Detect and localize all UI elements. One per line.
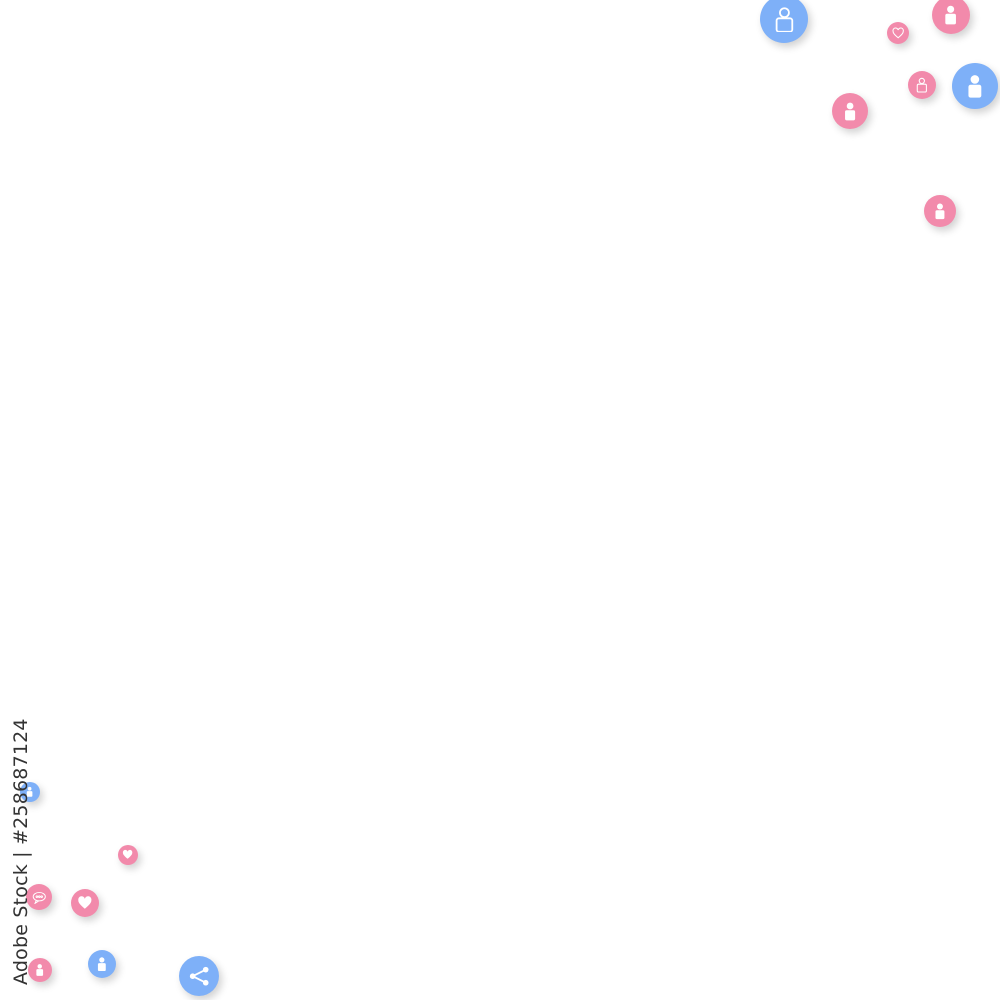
chat-icon [26,884,52,910]
user-outline-bubble [908,71,936,99]
user-bubble [88,950,116,978]
user-icon [932,0,970,34]
user-icon [20,782,40,802]
user-icon [88,950,116,978]
heart-icon [71,889,99,917]
heart-outline-bubble [887,22,909,44]
user-bubble [20,782,40,802]
heart-outline-icon [887,22,909,44]
user-bubble [924,195,956,227]
user-outline-bubble [760,0,808,43]
heart-bubble [71,889,99,917]
user-icon [832,93,868,129]
user-outline-icon [760,0,808,43]
stock-watermark: Adobe Stock | #258687124 [10,718,32,985]
user-bubble [28,958,52,982]
user-bubble [952,63,998,109]
user-bubble [832,93,868,129]
share-bubble [179,956,219,996]
user-bubble [932,0,970,34]
user-outline-icon [908,71,936,99]
share-icon [179,956,219,996]
user-icon [28,958,52,982]
heart-bubble [118,845,138,865]
chat-bubble [26,884,52,910]
user-icon [952,63,998,109]
user-icon [924,195,956,227]
heart-icon [118,845,138,865]
